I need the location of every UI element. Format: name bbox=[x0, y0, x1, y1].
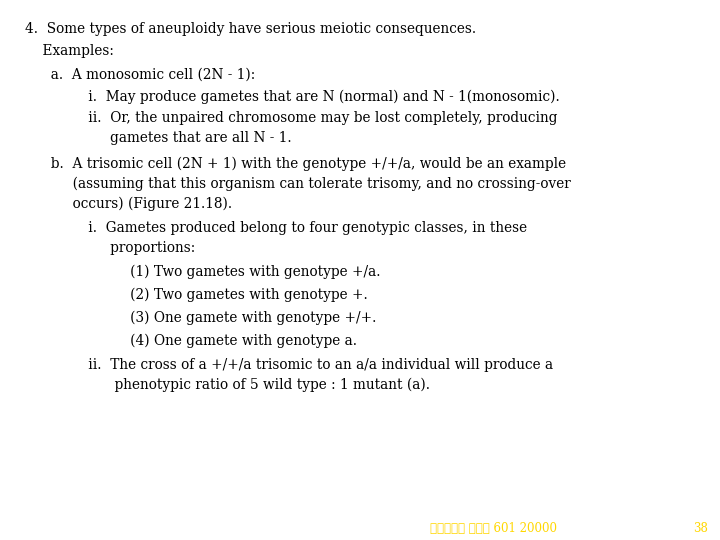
Text: ii.  Or, the unpaired chromosome may be lost completely, producing: ii. Or, the unpaired chromosome may be l… bbox=[62, 111, 557, 125]
Text: (1) Two gametes with genotype +/a.: (1) Two gametes with genotype +/a. bbox=[82, 265, 380, 279]
Text: 38: 38 bbox=[693, 522, 708, 535]
Text: gametes that are all N - 1.: gametes that are all N - 1. bbox=[62, 131, 292, 145]
Text: Examples:: Examples: bbox=[25, 44, 114, 58]
Text: b.  A trisomic cell (2N + 1) with the genotype +/+/a, would be an example: b. A trisomic cell (2N + 1) with the gen… bbox=[42, 157, 566, 171]
Text: phenotypic ratio of 5 wild type : 1 mutant (a).: phenotypic ratio of 5 wild type : 1 muta… bbox=[62, 378, 430, 393]
Text: (2) Two gametes with genotype +.: (2) Two gametes with genotype +. bbox=[82, 288, 368, 302]
Text: occurs) (Figure 21.18).: occurs) (Figure 21.18). bbox=[42, 197, 232, 211]
Text: (3) One gamete with genotype +/+.: (3) One gamete with genotype +/+. bbox=[82, 311, 377, 326]
Text: i.  Gametes produced belong to four genotypic classes, in these: i. Gametes produced belong to four genot… bbox=[62, 221, 527, 235]
Text: (4) One gamete with genotype a.: (4) One gamete with genotype a. bbox=[82, 334, 357, 348]
Text: i.  May produce gametes that are N (normal) and N - 1(monosomic).: i. May produce gametes that are N (norma… bbox=[62, 90, 559, 104]
Text: (assuming that this organism can tolerate trisomy, and no crossing-over: (assuming that this organism can tolerat… bbox=[42, 177, 571, 191]
Text: a.  A monosomic cell (2N - 1):: a. A monosomic cell (2N - 1): bbox=[42, 68, 256, 82]
Text: 台大農艺系 遠傳學 601 20000: 台大農艺系 遠傳學 601 20000 bbox=[430, 522, 557, 535]
Text: proportions:: proportions: bbox=[62, 241, 195, 255]
Text: 4.  Some types of aneuploidy have serious meiotic consequences.: 4. Some types of aneuploidy have serious… bbox=[25, 22, 476, 36]
Text: ii.  The cross of a +/+/a trisomic to an a/a individual will produce a: ii. The cross of a +/+/a trisomic to an … bbox=[62, 358, 553, 372]
